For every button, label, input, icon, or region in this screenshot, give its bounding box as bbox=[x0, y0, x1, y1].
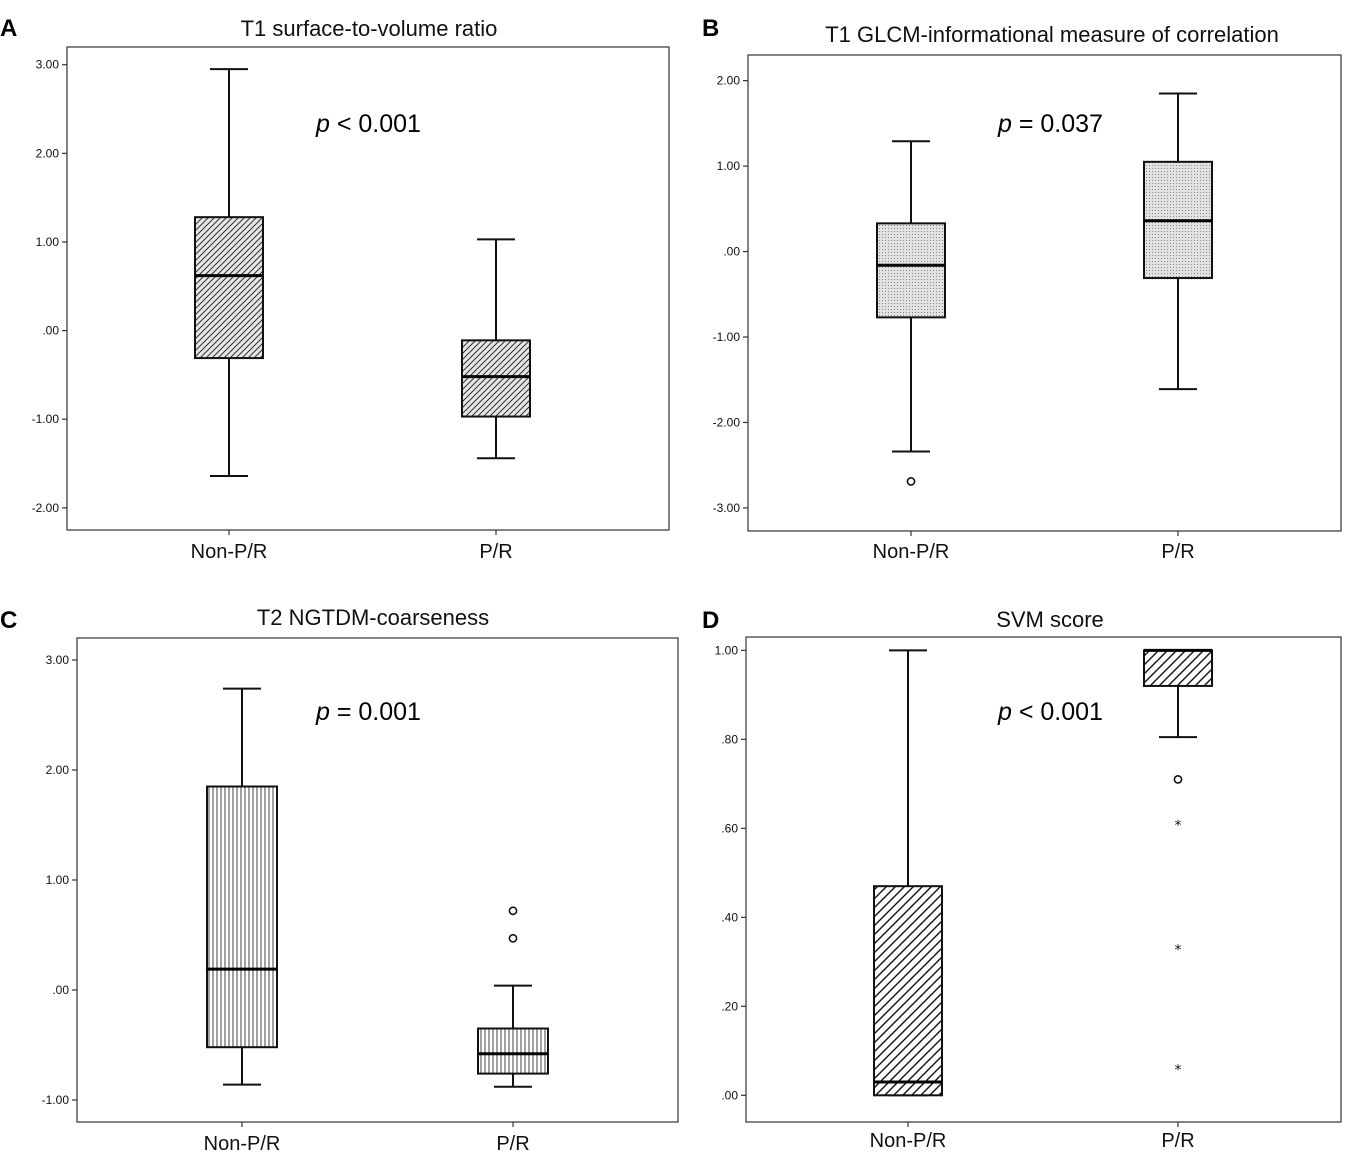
outlier-point bbox=[508, 906, 518, 916]
y-tick-label: 1.00 bbox=[46, 873, 70, 887]
plot-area: 1.00 .80 .60 .40 .20 .00 Non-P/R P/R * * * bbox=[715, 643, 1213, 1152]
y-tick-label: 2.00 bbox=[717, 74, 741, 88]
y-tick-label: -2.00 bbox=[32, 501, 60, 515]
plot-frame bbox=[66, 46, 670, 531]
box-iqr bbox=[873, 885, 943, 1097]
outlier-point bbox=[508, 933, 518, 943]
chart-title: T2 NGTDM-coarseness bbox=[257, 605, 489, 630]
panel-a: A T1 surface-to-volume ratio 3.00 2.00 1.0… bbox=[0, 15, 670, 563]
p-value-annotation: p = 0.037 bbox=[997, 110, 1103, 138]
y-tick-label: 2.00 bbox=[36, 146, 60, 160]
y-tick-label: 3.00 bbox=[46, 653, 70, 667]
y-tick-label: .20 bbox=[721, 999, 738, 1013]
plot-area: 2.00 1.00 .00 -1.00 -2.00 -3.00 Non-P/R P/R bbox=[713, 74, 1213, 563]
chart-title: T1 GLCM-informational measure of correla… bbox=[825, 22, 1279, 47]
y-tick-label: -3.00 bbox=[713, 501, 741, 515]
p-symbol: p bbox=[997, 110, 1012, 138]
category-label: P/R bbox=[1161, 1130, 1194, 1152]
p-symbol: p bbox=[315, 110, 330, 138]
box-iqr bbox=[477, 1027, 549, 1075]
category-label: P/R bbox=[496, 1133, 529, 1155]
p-symbol: p bbox=[997, 698, 1012, 726]
plot-frame bbox=[745, 636, 1342, 1123]
box-iqr bbox=[1143, 649, 1213, 687]
y-tick-label: -2.00 bbox=[713, 415, 741, 429]
y-tick-label: .00 bbox=[721, 1088, 738, 1102]
category-label: P/R bbox=[1161, 541, 1194, 563]
category-label: Non-P/R bbox=[191, 541, 268, 563]
y-tick-label: .80 bbox=[721, 732, 738, 746]
panel-d: D SVM score 1.00 .80 .60 .40 .20 .00 Non-P/R P/… bbox=[702, 607, 1342, 1152]
panel-label: D bbox=[702, 607, 719, 634]
panel-label: C bbox=[0, 607, 17, 634]
y-tick-label: -1.00 bbox=[32, 412, 60, 426]
y-tick-label: .00 bbox=[42, 324, 59, 338]
plot-frame bbox=[747, 54, 1342, 532]
p-value-text: = 0.037 bbox=[1012, 110, 1103, 138]
y-tick-label: .60 bbox=[721, 821, 738, 835]
y-tick-label: .40 bbox=[721, 910, 738, 924]
category-label: Non-P/R bbox=[870, 1130, 947, 1152]
extreme-point: * bbox=[1175, 818, 1182, 834]
category-label: Non-P/R bbox=[204, 1133, 281, 1155]
box-iqr bbox=[876, 222, 946, 319]
p-value-text: = 0.001 bbox=[330, 698, 421, 726]
outlier-point bbox=[1173, 774, 1183, 784]
chart-title: SVM score bbox=[996, 607, 1104, 632]
p-value-annotation: p < 0.001 bbox=[997, 698, 1103, 726]
y-tick-label: -1.00 bbox=[42, 1093, 70, 1107]
y-tick-label: .00 bbox=[52, 983, 69, 997]
p-value-text: < 0.001 bbox=[330, 110, 421, 138]
plot-area: 3.00 2.00 1.00 .00 -1.00 Non-P/R P/R bbox=[42, 653, 549, 1155]
panel-label: B bbox=[702, 15, 719, 42]
p-value-annotation: p < 0.001 bbox=[315, 110, 421, 138]
extreme-point: * bbox=[1175, 942, 1182, 958]
y-tick-label: 1.00 bbox=[715, 643, 739, 657]
extreme-point: * bbox=[1175, 1063, 1182, 1079]
outlier-point bbox=[906, 477, 916, 486]
plot-area: 3.00 2.00 1.00 .00 -1.00 -2.00 Non-P/R P/R bbox=[32, 58, 531, 563]
panel-label: A bbox=[0, 15, 17, 42]
y-tick-label: 1.00 bbox=[36, 235, 60, 249]
box-iqr bbox=[206, 785, 278, 1049]
box-iqr bbox=[194, 216, 264, 360]
category-label: P/R bbox=[479, 541, 512, 563]
y-tick-label: 3.00 bbox=[36, 58, 60, 72]
p-value-text: < 0.001 bbox=[1012, 698, 1103, 726]
y-tick-label: 2.00 bbox=[46, 763, 70, 777]
chart-title: T1 surface-to-volume ratio bbox=[241, 16, 498, 41]
panel-b: B T1 GLCM-informational measure of corre… bbox=[702, 15, 1342, 563]
panel-c: C T2 NGTDM-coarseness 3.00 2.00 1.00 .00 -1.… bbox=[0, 605, 679, 1155]
p-value-annotation: p = 0.001 bbox=[315, 698, 421, 726]
category-label: Non-P/R bbox=[873, 541, 950, 563]
y-tick-label: 1.00 bbox=[717, 159, 741, 173]
y-tick-label: -1.00 bbox=[713, 330, 741, 344]
y-tick-label: .00 bbox=[723, 245, 740, 259]
p-symbol: p bbox=[315, 698, 330, 726]
box-iqr bbox=[461, 339, 531, 418]
